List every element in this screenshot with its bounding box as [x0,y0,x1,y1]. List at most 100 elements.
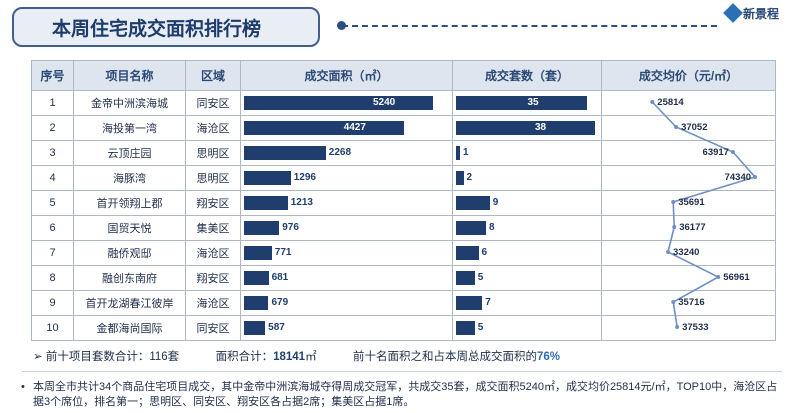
summary-share-value: 76% [536,351,561,363]
units-bar [456,221,487,235]
title-dot [337,21,346,30]
table-row: 6 国贸天悦 集美区 976 8 [31,215,776,241]
units-label: 6 [481,247,488,258]
project-name-cell: 国贸天悦 [73,215,186,241]
avg-price-label: 37052 [681,122,707,133]
avg-price-label: 37533 [682,322,708,333]
note-text: 本周全市共计34个商品住宅项目成交，其中金帝中洲滨海城夺得周成交冠军，共成交35… [33,381,778,408]
district-cell: 翔安区 [185,265,241,291]
rank-cell: 8 [31,265,74,291]
area-cell: 5240 [240,90,453,116]
col-header-district: 区域 [185,60,241,91]
avg-price-point [671,300,676,304]
avg-price-point [650,100,655,104]
area-cell: 771 [240,240,453,266]
area-bar [244,296,269,310]
avg-price-point [753,175,758,179]
avg-price-point [730,150,735,154]
note-bullet: • [21,381,25,393]
rank-cell: 5 [31,190,74,216]
avg-price-point [666,250,671,254]
avg-price-point [674,125,679,129]
area-label: 587 [268,322,285,333]
logo-text: 新景程 [743,6,780,21]
rank-cell: 9 [31,290,74,316]
avg-price-point [671,200,676,204]
units-cell: 35 [452,90,602,116]
area-bar [244,146,326,160]
area-label: 681 [271,272,289,283]
units-label: 35 [527,97,539,108]
units-cell: 8 [452,215,602,241]
rank-cell: 7 [31,240,74,266]
avg-price-cell [601,190,776,216]
units-bar [456,296,483,310]
district-cell: 海沧区 [185,240,241,266]
area-label: 976 [282,222,299,233]
units-bar [456,271,475,285]
units-cell: 5 [452,315,602,341]
units-bar [456,146,460,160]
units-bar [456,96,588,110]
district-cell: 同安区 [185,90,241,116]
units-label: 9 [492,197,499,208]
avg-price-line-chart: 25814 37052 63917 74340 35691 36177 33240 56961… [650,97,758,333]
divider [22,371,782,372]
col-header-rank: 序号 [31,60,74,91]
title-dashed-line [342,25,717,27]
table-header-row: 序号 项目名称 区域 成交面积（㎡） 成交套数（套） 成交均价（元/㎡） [31,60,776,91]
units-cell: 5 [452,265,602,291]
rank-cell: 1 [31,90,74,116]
summary-note: • 本周全市共计34个商品住宅项目成交，其中金帝中洲滨海城夺得周成交冠军，共成交… [21,380,783,410]
avg-price-line [651,101,757,328]
avg-price-cell [601,165,776,191]
avg-price-label: 33240 [673,247,699,258]
units-cell: 7 [452,290,602,316]
units-label: 8 [489,222,495,233]
area-label: 4427 [343,122,366,133]
avg-price-label: 74340 [725,172,751,183]
district-cell: 思明区 [185,165,241,191]
area-label: 679 [271,297,289,308]
area-label: 2268 [328,147,352,158]
avg-price-cell [601,215,776,241]
col-header-units: 成交套数（套） [452,60,602,91]
avg-price-cell [601,265,776,291]
project-name-cell: 融侨观邸 [73,240,186,266]
logo-cube-icon [723,3,743,23]
district-cell: 海沧区 [185,115,241,141]
col-header-area: 成交面积（㎡） [240,60,453,91]
project-name-cell: 海投第一湾 [73,115,186,141]
avg-price-cell [601,90,776,116]
rank-cell: 10 [31,315,74,341]
units-label: 5 [477,272,484,283]
avg-price-label: 36177 [679,222,705,233]
area-bar [244,96,433,110]
avg-price-cell [601,115,776,141]
page-title: 本周住宅成交面积排行榜 [12,7,320,47]
avg-price-label: 56961 [723,272,750,283]
rank-cell: 2 [31,115,74,141]
district-cell: 翔安区 [185,190,241,216]
project-name-cell: 金都海尚国际 [73,315,186,341]
summary-line: ➢ 前十项目套数合计：116套 面积合计：18141㎡ 前十名面积之和占本周总成… [33,348,560,364]
rank-cell: 3 [31,140,74,166]
table-row: 3 云顶庄园 思明区 2268 1 [31,140,776,166]
area-bar [244,221,280,235]
area-label: 771 [274,247,292,258]
ranking-table: 序号 项目名称 区域 成交面积（㎡） 成交套数（套） 成交均价（元/㎡） 1 金帝… [31,60,776,341]
project-name-cell: 首开龙湖春江彼岸 [73,290,186,316]
summary-area-label: 面积合计： [215,351,274,363]
rank-cell: 6 [31,215,74,241]
table-row: 1 金帝中洲滨海城 同安区 5240 35 [31,90,776,116]
col-header-project: 项目名称 [73,60,186,91]
area-label: 5240 [373,97,396,108]
district-cell: 集美区 [185,215,241,241]
project-name-cell: 金帝中洲滨海城 [73,90,186,116]
summary-units-total: 前十项目套数合计：116套 [45,351,180,363]
avg-price-cell [601,315,776,341]
avg-price-point [675,325,680,329]
avg-price-label: 35691 [678,197,705,208]
units-cell: 38 [452,115,602,141]
project-name-cell: 云顶庄园 [73,140,186,166]
